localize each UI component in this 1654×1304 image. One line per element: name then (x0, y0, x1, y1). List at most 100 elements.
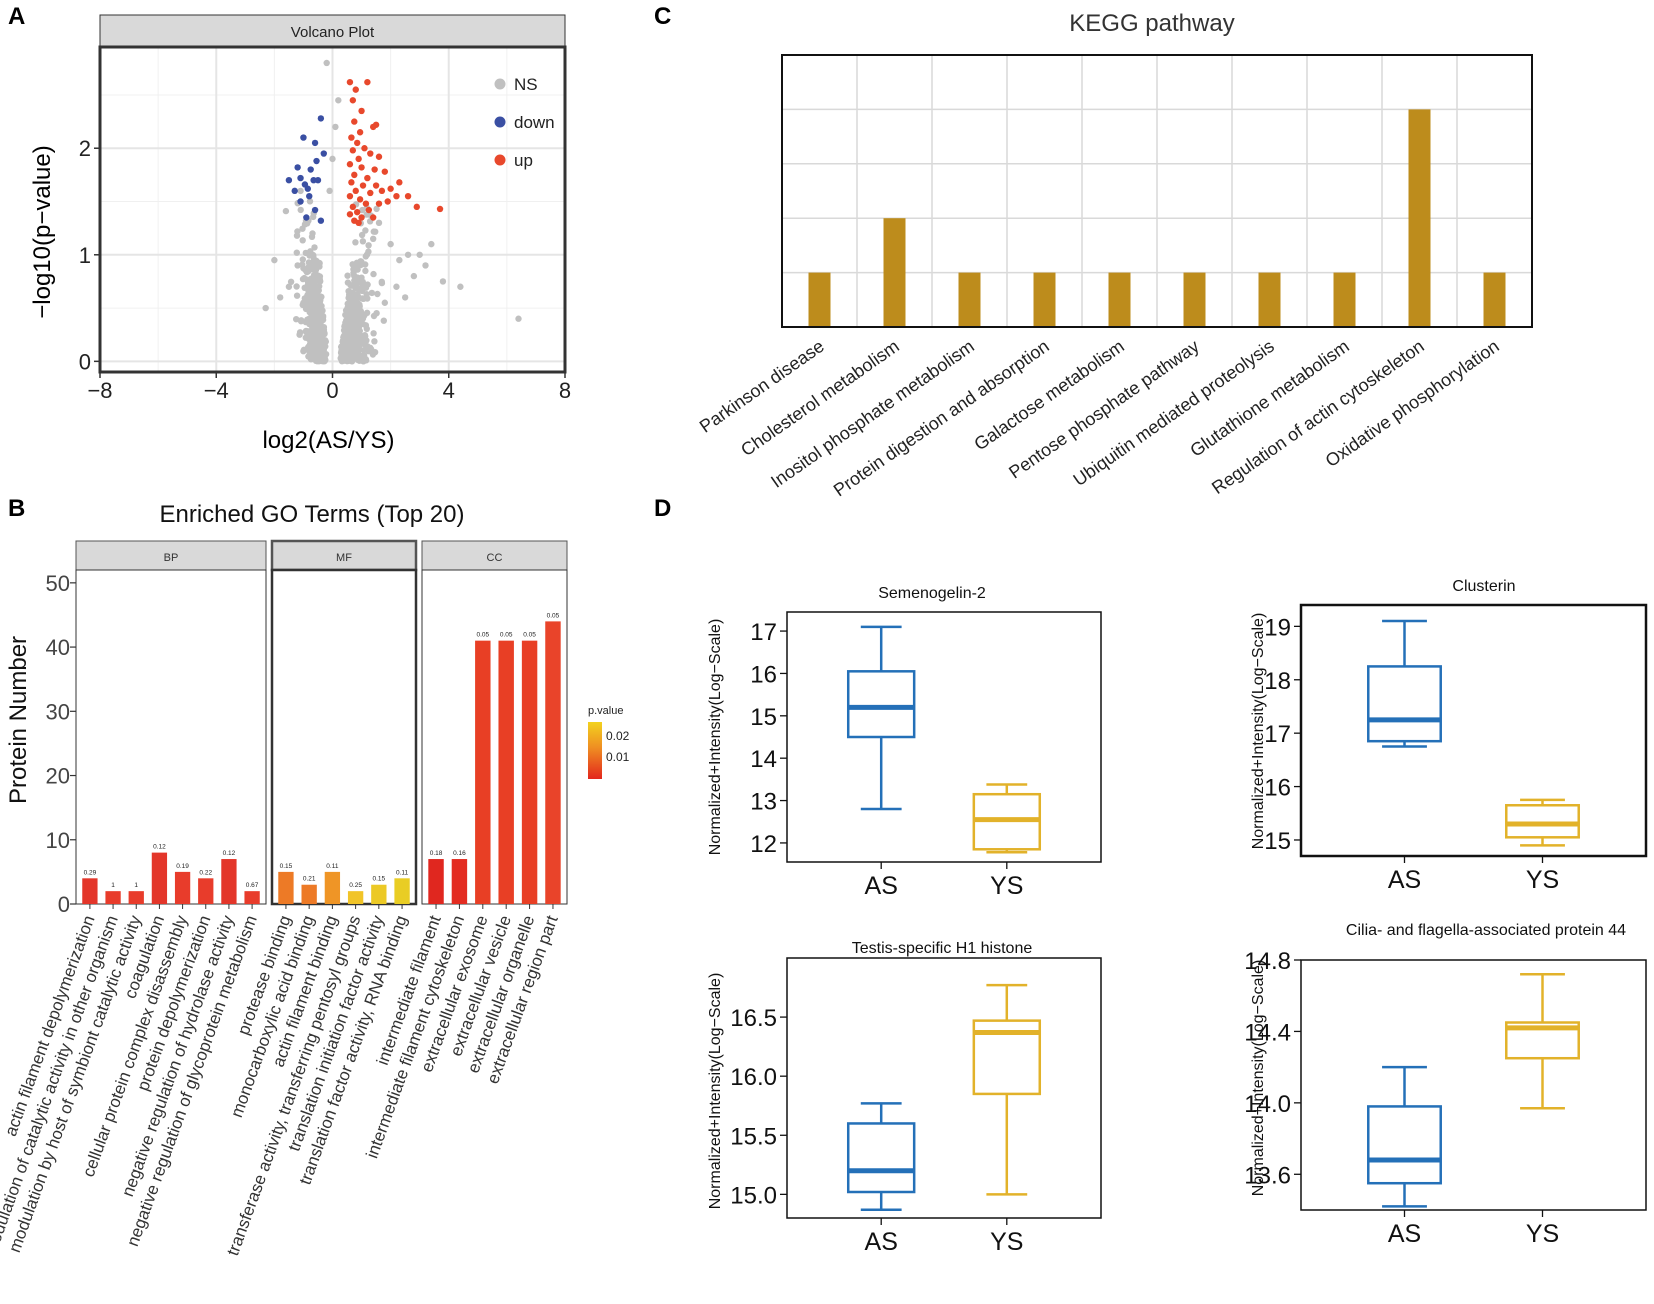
kegg-bar (1033, 272, 1056, 327)
ns-point (371, 338, 378, 345)
go-ytick-label: 50 (46, 571, 70, 596)
boxplot-title: Testis-specific H1 histone (852, 940, 1033, 957)
ns-point (305, 288, 312, 295)
boxplot-category-label: YS (1526, 866, 1559, 894)
ns-point (313, 260, 321, 268)
go-bar-pvalue-label: 0.15 (280, 863, 293, 870)
ns-point (293, 316, 300, 323)
go-bar-pvalue-label: 0.22 (199, 869, 212, 876)
up-point (349, 203, 357, 211)
boxplot-box (1367, 665, 1442, 743)
ns-point (309, 230, 316, 237)
ns-point (305, 263, 313, 270)
ns-point (299, 256, 306, 263)
ns-point (351, 339, 358, 347)
ns-point (515, 315, 522, 322)
up-point (346, 78, 354, 86)
ns-point (375, 219, 383, 227)
boxplot-ytick-label: 12 (750, 831, 777, 858)
go-bar-pvalue-label: 0.16 (453, 850, 466, 857)
ns-point (362, 227, 369, 234)
boxplot-cilia-flagella-protein-44: Cilia- and flagella-associated protein 4… (1244, 922, 1647, 1248)
ns-point (359, 238, 367, 245)
boxplot-ytick-label: 15 (1264, 828, 1291, 855)
ns-point (302, 305, 310, 313)
ns-point (371, 349, 379, 356)
ns-point (347, 350, 354, 357)
down-point (314, 176, 322, 184)
up-point (346, 211, 354, 218)
down-point (311, 139, 319, 147)
down-point (303, 214, 310, 221)
go-bar (105, 891, 121, 904)
ns-point (363, 345, 370, 352)
boxplot-category-label: YS (990, 872, 1023, 900)
go-legend-colorbar (588, 722, 602, 779)
go-bar (221, 859, 237, 904)
ns-point (370, 270, 377, 278)
up-point (371, 166, 378, 173)
ns-point (347, 316, 354, 323)
ns-point (312, 308, 320, 315)
go-bar (428, 859, 444, 904)
ns-point (296, 329, 304, 336)
boxplot-box (846, 670, 916, 739)
panel-letter-b: B (8, 495, 25, 522)
ns-point (439, 278, 447, 285)
volcano-xlabel: log2(AS/YS) (262, 427, 394, 454)
boxplot-ytick-label: 16.0 (730, 1064, 777, 1091)
go-bar (521, 640, 538, 904)
ns-point (393, 283, 400, 290)
down-point (285, 176, 293, 184)
boxplot-category-label: AS (1388, 866, 1421, 894)
ns-point (416, 251, 423, 258)
go-legend-tick: 0.01 (606, 750, 630, 764)
go-bar (151, 852, 168, 904)
ns-point (302, 334, 309, 341)
ns-point (308, 337, 315, 344)
up-point (348, 134, 355, 141)
up-point (393, 192, 400, 200)
ns-point (457, 283, 464, 290)
go-bar-pvalue-label: 1 (134, 882, 138, 889)
go-facet-panel (421, 569, 568, 905)
boxplot-category-label: AS (1388, 1220, 1421, 1248)
go-bar (174, 871, 191, 904)
boxplot-title: Clusterin (1452, 578, 1515, 595)
go-bar (278, 871, 294, 904)
up-point (375, 153, 383, 160)
volcano-legend-label: up (514, 151, 533, 170)
ns-point (354, 300, 361, 308)
go-bar (545, 621, 561, 904)
ns-point (297, 206, 304, 214)
ns-point (363, 309, 371, 316)
volcano-ylabel: −log10(p−value) (29, 145, 56, 318)
ns-point (342, 353, 349, 360)
go-facet-strip (421, 540, 568, 571)
up-point (384, 198, 391, 205)
go-legend-tick: 0.02 (606, 729, 630, 743)
ns-point (410, 272, 418, 280)
up-point (396, 179, 403, 186)
ns-point (316, 320, 323, 327)
go-bar-pvalue-label: 0.05 (523, 632, 536, 639)
up-point (367, 150, 374, 157)
boxplot-ylabel: Normalized+Intensity(Log−Scale) (707, 619, 724, 856)
ns-point (373, 310, 380, 317)
go-facet-label: CC (487, 552, 503, 564)
ns-point (294, 228, 301, 235)
ns-point (381, 299, 389, 306)
down-point (317, 115, 325, 122)
ns-point (304, 276, 311, 283)
boxplot-frame (1299, 603, 1648, 858)
go-legend-title: p.value (588, 705, 623, 717)
boxplot-ylabel: Normalized+Intensity(Log−Scale) (1250, 613, 1267, 850)
kegg-bar (1108, 272, 1131, 327)
ns-point (353, 308, 360, 315)
ns-point (297, 187, 304, 195)
up-point (348, 179, 355, 186)
ns-point (310, 354, 318, 361)
down-point (294, 164, 301, 171)
boxplot-ytick-label: 17 (1264, 721, 1291, 748)
